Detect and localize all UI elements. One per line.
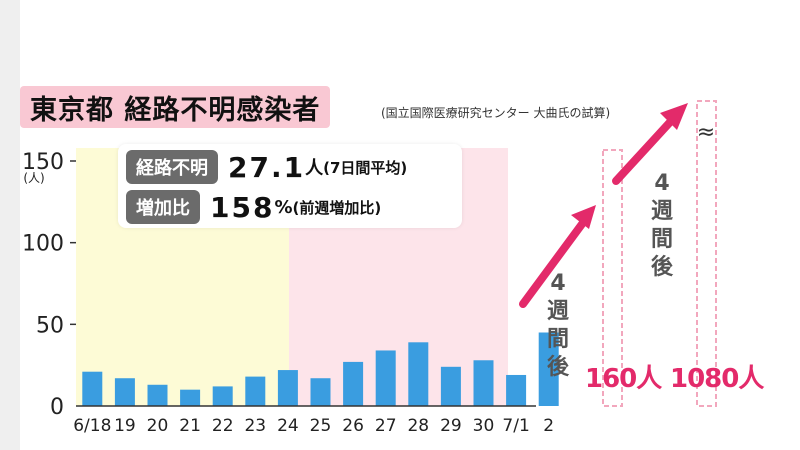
bar	[473, 360, 494, 406]
label-char: 後	[650, 255, 673, 280]
x-ticks: 6/18 19 20 21 22 23 24 25 26 27 28 29 30 7/1 2	[73, 416, 554, 436]
x-tick-label: 7/1	[502, 416, 529, 436]
stat-label: 経路不明	[126, 150, 218, 184]
bar	[277, 370, 298, 406]
bar	[343, 361, 364, 406]
projection-bar-1080	[696, 100, 717, 407]
stat-row-growth-ratio: 増加比 158 % (前週増加比)	[126, 190, 381, 224]
x-tick-label: 22	[212, 416, 234, 436]
y-tick-label: 100	[22, 232, 64, 257]
stat-unit: %	[274, 196, 293, 218]
gridlines	[70, 160, 76, 326]
label-char: 週	[650, 199, 673, 224]
y-tick-label: 0	[50, 395, 64, 420]
arrow-1	[519, 205, 596, 308]
stat-value: 158	[210, 190, 275, 224]
left-border	[0, 0, 20, 450]
x-tick-label: 21	[179, 416, 201, 436]
x-tick-label: 2	[543, 416, 554, 436]
bar	[310, 378, 331, 406]
title-box: 東京都 経路不明感染者	[20, 86, 331, 128]
bar	[147, 384, 168, 406]
label-char: 間	[650, 227, 673, 252]
four-weeks-later-label-1: 4 週 間 後	[543, 270, 573, 382]
y-unit-label: (人)	[23, 171, 44, 185]
four-weeks-later-label-2: 4 週 間 後	[647, 170, 677, 282]
x-tick-label: 27	[375, 416, 397, 436]
bar	[538, 332, 559, 406]
bar	[212, 386, 233, 406]
bars	[82, 332, 559, 406]
bar	[408, 342, 429, 406]
stats-box: 経路不明 27.1 人 (7日間平均) 増加比 158 % (前週増加比)	[118, 144, 462, 228]
bar	[375, 350, 396, 406]
stat-row-unknown-route: 経路不明 27.1 人 (7日間平均)	[126, 150, 407, 184]
stat-note: (前週増加比)	[292, 198, 382, 217]
bar	[245, 376, 266, 406]
arrow-2	[612, 103, 688, 185]
stat-label: 増加比	[126, 190, 200, 224]
source-note: (国立国際医療研究センター 大曲氏の試算)	[381, 106, 611, 120]
stat-value: 27.1	[228, 150, 306, 184]
projection-bar-160	[602, 149, 623, 407]
bar	[114, 378, 135, 406]
x-tick-label: 26	[342, 416, 364, 436]
projection-value-1080: 1080人	[670, 364, 764, 394]
x-tick-label: 23	[244, 416, 266, 436]
label-char: 後	[546, 355, 569, 380]
bar	[506, 374, 527, 406]
stat-unit: 人	[305, 158, 324, 179]
stat-note: (7日間平均)	[323, 158, 408, 177]
x-tick-label: 28	[407, 416, 429, 436]
projection-value-160: 160人	[585, 364, 662, 394]
x-tick-label: 20	[147, 416, 169, 436]
chart-title: 東京都 経路不明感染者	[30, 94, 321, 126]
y-tick-label: 150	[22, 150, 64, 175]
axis-break-icon: ≈	[697, 120, 715, 145]
x-tick-label: 6/18	[73, 416, 111, 436]
label-char: 週	[546, 299, 569, 324]
y-ticks: 0 50 100 150	[22, 150, 64, 420]
bar	[180, 389, 201, 406]
bar	[82, 371, 103, 406]
y-tick-label: 50	[36, 313, 64, 338]
x-tick-label: 25	[310, 416, 332, 436]
x-tick-label: 24	[277, 416, 299, 436]
bar	[440, 366, 461, 406]
label-char: 4	[550, 271, 566, 296]
x-tick-label: 19	[114, 416, 136, 436]
label-char: 4	[654, 171, 670, 196]
label-char: 間	[546, 327, 569, 352]
x-tick-label: 30	[473, 416, 495, 436]
x-tick-label: 29	[440, 416, 462, 436]
